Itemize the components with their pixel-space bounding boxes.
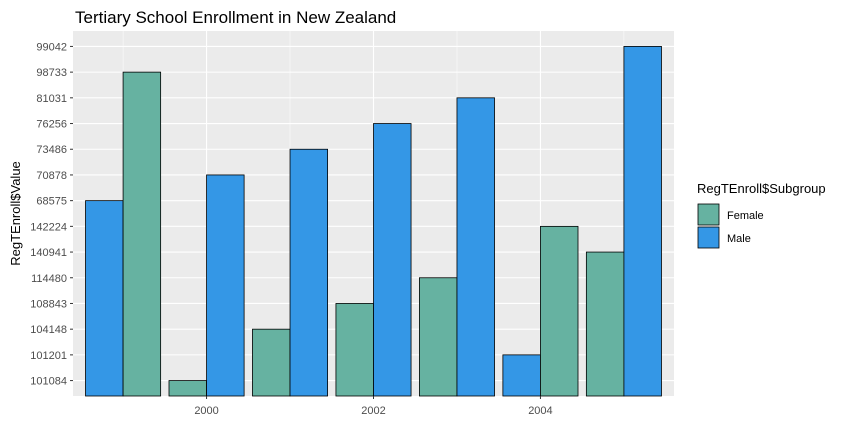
y-tick-label: 142224 (30, 221, 67, 233)
x-tick-label: 2004 (528, 405, 552, 417)
chart-title: Tertiary School Enrollment in New Zealan… (75, 8, 396, 27)
y-tick-label: 108843 (30, 298, 67, 310)
bar-2002-female (335, 303, 374, 397)
bar-2003-male (456, 97, 495, 397)
bar-1999-male (85, 200, 124, 397)
y-tick-label: 73486 (36, 144, 67, 156)
y-tick-label: 101201 (30, 350, 67, 362)
bar-2001-male (289, 148, 328, 397)
bar-2001-female (252, 328, 291, 397)
y-tick-label: 98733 (36, 67, 67, 79)
legend: RegTEnroll$Subgroup Female Male (697, 181, 826, 249)
y-tick-label: 76256 (36, 119, 67, 131)
y-tick-label: 140941 (30, 247, 67, 259)
legend-label-male: Male (727, 233, 751, 245)
y-tick-label: 70878 (36, 170, 67, 182)
legend-key-male (697, 226, 720, 249)
bar-2003-female (419, 277, 458, 397)
x-tick-label: 2000 (194, 405, 218, 417)
bar-1999-female (122, 71, 162, 397)
legend-label-female: Female (727, 210, 764, 222)
legend-title: RegTEnroll$Subgroup (697, 181, 826, 196)
bar-2002-male (373, 123, 412, 397)
bar-2000-female (168, 380, 207, 397)
x-tick-label: 2002 (361, 405, 385, 417)
y-tick-label: 104148 (30, 324, 67, 336)
y-axis: 101084 101201 104148 108843 114480 140941 1422… (30, 41, 73, 388)
x-axis: 2000 2002 2004 (194, 396, 553, 417)
y-axis-title: RegTEnroll$Value (8, 161, 23, 266)
bar-2004-male (502, 354, 541, 397)
legend-key-female (697, 203, 720, 226)
bars (85, 46, 662, 397)
bar-2000-male (206, 174, 245, 397)
bar-2005-female (585, 251, 625, 397)
y-tick-label: 81031 (36, 93, 67, 105)
y-tick-label: 101084 (30, 376, 67, 388)
y-tick-label: 99042 (36, 41, 67, 53)
bar-2004-female (540, 225, 579, 397)
y-tick-label: 114480 (31, 273, 67, 285)
bar-2005-male (623, 46, 662, 397)
y-tick-label: 68575 (36, 196, 67, 208)
